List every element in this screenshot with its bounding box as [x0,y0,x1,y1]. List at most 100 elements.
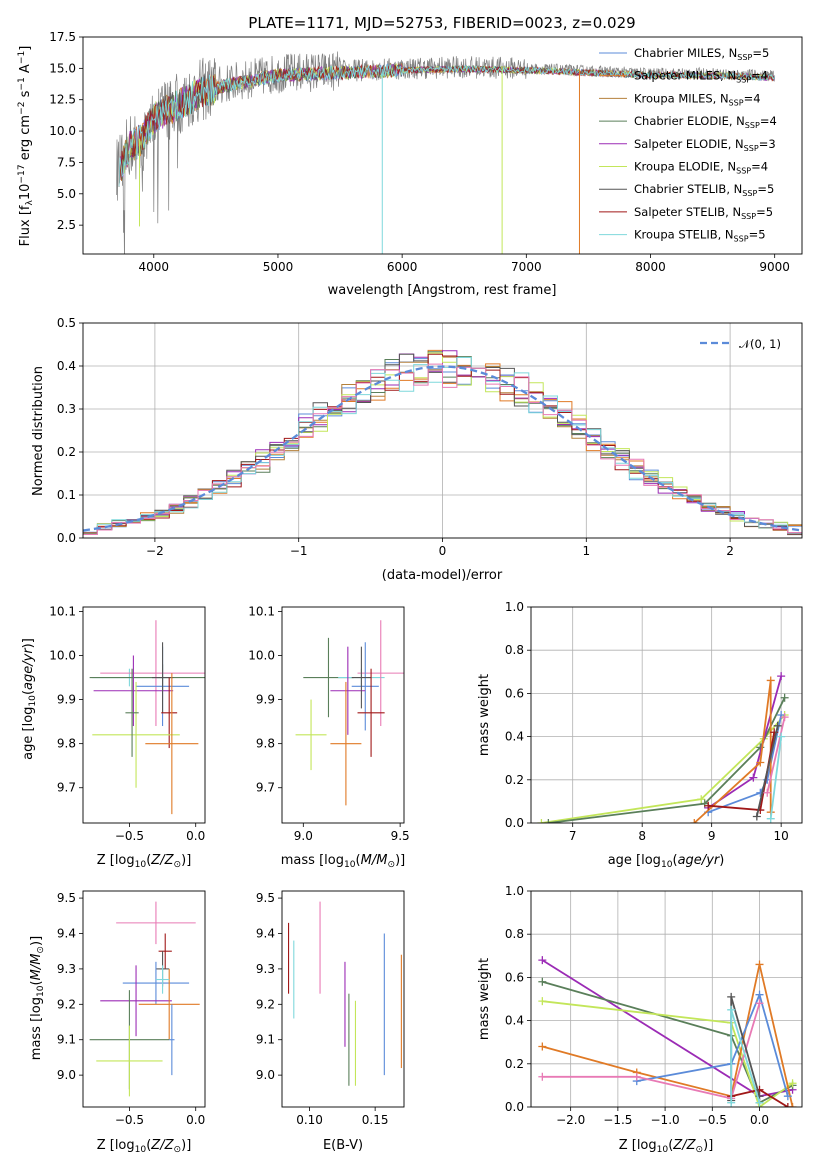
weight-marker [690,819,699,823]
weight-series [693,680,772,823]
y-tick-label: 0.4 [505,730,524,744]
x-tick-label: 0.0 [186,1113,205,1127]
x-tick-label: 8000 [635,260,666,274]
y-tick-label: 2.5 [57,218,76,232]
panel-mass_vs_Z: −0.5 0.0 9.0 9.1 9.2 9.3 9.4 9.5 [57,890,206,1127]
y-tick-label: 0.2 [57,445,76,459]
label-part: =5 [752,46,769,60]
x-tick-label: −0.5 [115,1113,144,1127]
label-part: ] [18,46,33,51]
y-tick-label: 0.0 [57,531,76,545]
label-part: 10 [661,860,673,870]
y-axis-label: age [log10(age/yr)] [21,638,38,760]
y-tick-label: 9.7 [57,781,76,795]
weight-marker [752,812,761,821]
weight-series [542,1000,794,1107]
weight-series [766,716,786,794]
label-part: 10 [657,1145,669,1155]
y-tick-label: 9.0 [256,1068,275,1082]
y-tick-label: 0.1 [57,488,76,502]
y-tick-label: 0.4 [57,359,76,373]
label-part: Kroupa ELODIE, N [634,160,736,174]
panel-age_vs_mass: 9.0 9.5 9.7 9.8 9.9 10.0 10.1 [248,604,409,843]
x-axis-label: E(B-V) [323,1138,363,1153]
weight-series [730,1009,761,1103]
label-part: SSP [742,189,757,198]
x-tick-label: 0.10 [296,1113,323,1127]
weight-marker [544,819,553,823]
weight-marker [537,819,546,823]
model-spectrum-kroupa_stelib [118,64,776,187]
weight-marker [788,1103,797,1107]
plot-area [89,901,200,1097]
plot-area [295,620,404,806]
label-part: SSP [736,167,751,176]
label-part: ⊙ [387,860,395,870]
label-part: )] [181,1138,191,1153]
weight-marker [773,721,782,730]
weight-marker [766,814,775,823]
weight-marker [777,732,786,741]
weight-marker [755,960,764,969]
panel-residuals: −2 −1 0 1 2 0.0 0.1 0.2 0.3 0.4 0.5 [57,316,803,558]
weight-marker [727,992,736,1001]
y-tick-label: 10.0 [248,648,275,662]
weight-marker [780,693,789,702]
y-tick-label: 9.4 [57,926,76,940]
y-tick-label: 9.3 [256,962,275,976]
weight-marker [727,1098,736,1107]
weight-series [541,714,786,823]
y-tick-label: 9.5 [256,891,275,905]
x-tick-label: −1.5 [603,1113,632,1127]
y-tick-label: 0.0 [505,816,524,830]
label-part: SSP [734,235,749,244]
y-tick-label: 0.8 [505,643,524,657]
y-tick-label: 9.1 [57,1033,76,1047]
y-tick-label: 10.1 [248,604,275,618]
panel-weight_vs_age: 7 8 9 10 0.0 0.2 0.4 0.6 0.8 1.0 [505,600,803,843]
y-tick-label: 9.5 [57,891,76,905]
label-part: ( [29,980,44,985]
label-part: Z/Z [150,853,174,868]
label-part: A [18,64,33,77]
label-part: −1 [17,51,27,64]
label-part: 10 [135,1145,147,1155]
y-tick-label: 9.1 [256,1033,275,1047]
label-part: age/yr [21,647,36,690]
x-axis-label: (data-model)/error [382,568,503,583]
ticks: −2.0 −1.5 −1.0 −0.5 0.0 0.0 0.2 0.4 0.6 0.8 1.0 [505,884,769,1127]
y-axis-label: mass [log10(M/M⊙)] [29,936,46,1060]
y-tick-label: 9.2 [57,997,76,1011]
x-tick-label: 4000 [139,260,170,274]
ticks: 9.0 9.5 9.7 9.8 9.9 10.0 10.1 [248,604,409,843]
weight-marker [704,801,713,810]
y-tick-label: 12.5 [49,93,76,107]
label-part: ⊙ [696,1145,704,1155]
y-tick-label: 9.7 [256,781,275,795]
label-part: Z/Z [672,1138,696,1153]
label-part: )] [395,853,405,868]
label-part: mass [log [281,853,344,868]
label-part: )] [181,853,191,868]
x-tick-label: −1 [290,544,308,558]
label-part: ⊙ [36,946,46,954]
weight-marker [749,773,758,782]
panel-age_vs_Z: −0.5 0.0 9.7 9.8 9.9 10.0 10.1 [49,604,206,843]
label-part: Salpeter STELIB, N [634,205,741,219]
x-tick-label: 9 [708,829,716,843]
label-part: Z/Z [150,1138,174,1153]
label-part: Kroupa MILES, N [634,91,729,105]
axes-frame [530,606,803,824]
x-tick-label: −2.0 [556,1113,585,1127]
legend-entry: Chabrier STELIB, NSSP=5 [634,182,774,198]
y-tick-label: 17.5 [49,30,76,44]
y-axis-label: Flux [fλ10−17 erg cm−2 s−1 A−1] [17,46,35,247]
y-tick-label: 10.0 [49,648,76,662]
label-part: age/yr [678,853,721,868]
weight-marker [755,1098,764,1107]
weight-series [542,1003,761,1100]
label-part: ( [146,853,151,868]
legend-entry: Salpeter STELIB, NSSP=5 [634,205,773,221]
